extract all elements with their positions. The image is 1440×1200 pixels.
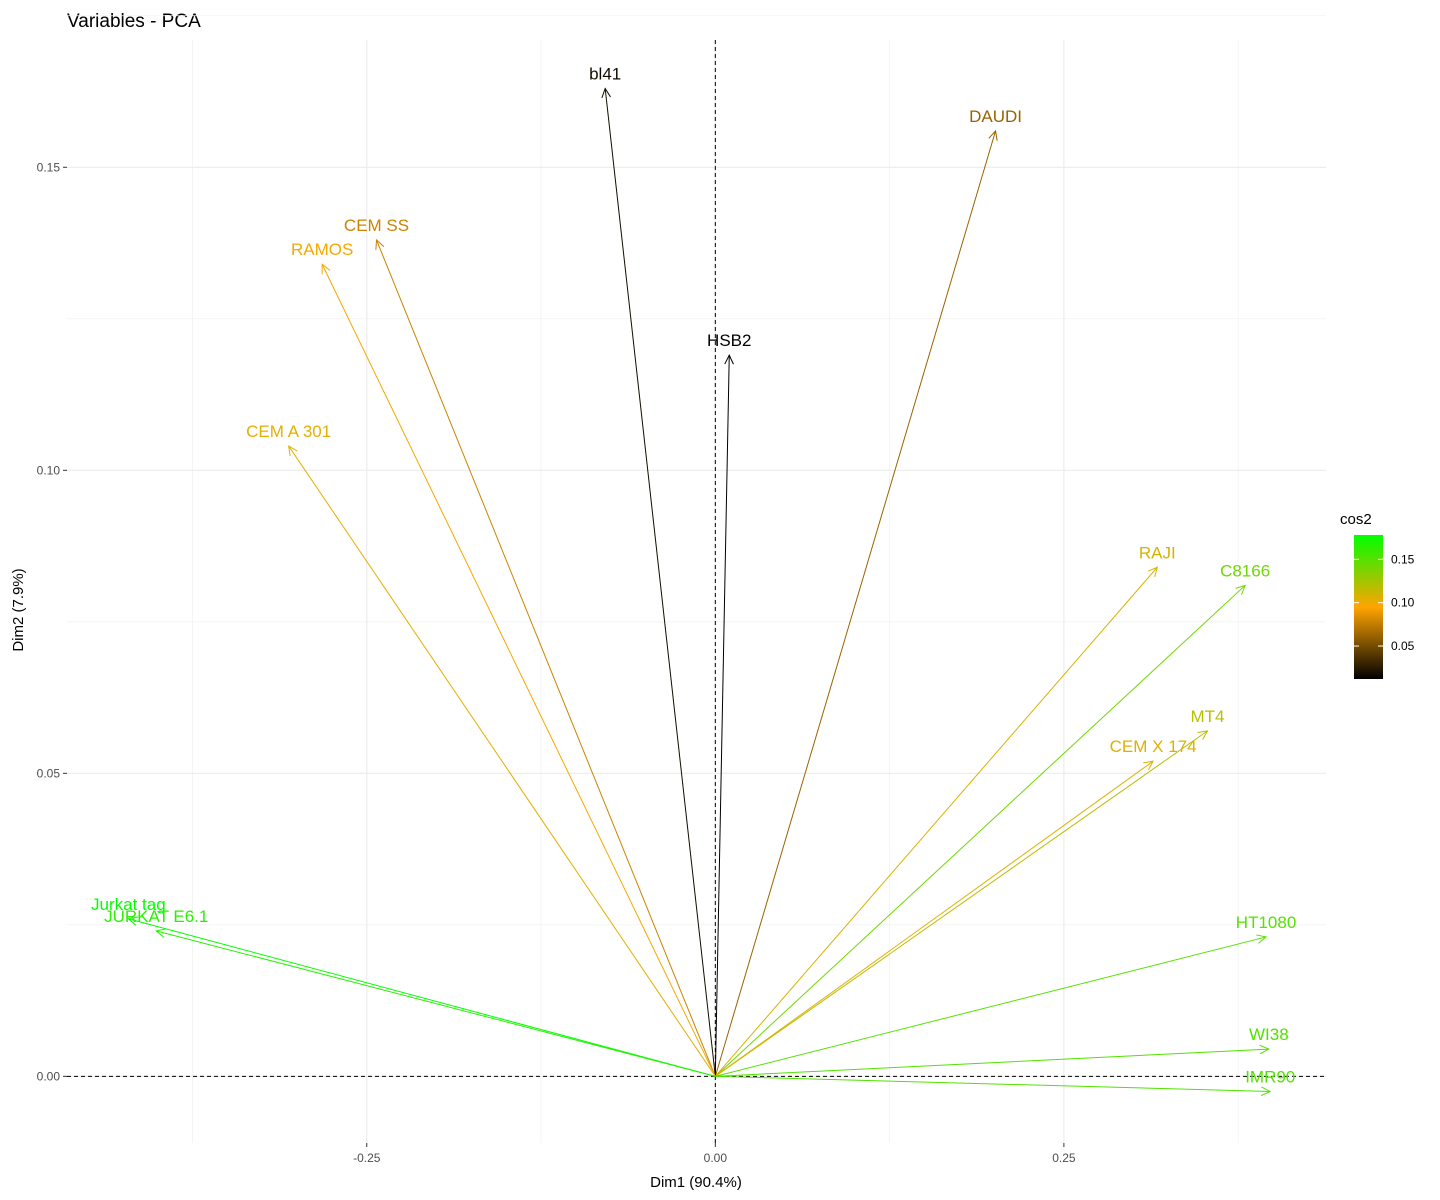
grid-minor <box>67 15 1326 1143</box>
arrowhead-jurkat-e6-1 <box>155 928 167 938</box>
arrowhead-mt4 <box>1197 730 1209 740</box>
label-imr90: IMR90 <box>1245 1067 1295 1086</box>
arrow-wi38 <box>715 1048 1269 1077</box>
x-tick-label: 0.25 <box>1052 1151 1076 1165</box>
arrowhead-ht1080 <box>1256 934 1268 944</box>
label-jurkat-tag: Jurkat tag <box>91 895 166 914</box>
label-hsb2: HSB2 <box>707 331 751 350</box>
label-ht1080: HT1080 <box>1236 913 1296 932</box>
arrowhead-cem-a-301 <box>288 445 298 457</box>
arrowhead-wi38 <box>1259 1044 1270 1055</box>
reference-lines <box>67 40 1326 1143</box>
arrowhead-cem-x-174 <box>1143 760 1155 771</box>
arrow-cem-ss <box>376 239 716 1077</box>
legend-ticks: 0.05 0.10 0.15 <box>1354 552 1415 653</box>
y-axis-title: Dim2 (7.9%) <box>10 568 27 651</box>
legend-colorbar <box>1354 535 1383 679</box>
chart-title: Variables - PCA <box>67 11 201 32</box>
arrowhead-jurkat-tag <box>127 916 139 926</box>
label-mt4: MT4 <box>1190 707 1224 726</box>
arrow-daudi <box>714 130 997 1077</box>
label-cem-a-301: CEM A 301 <box>246 422 331 441</box>
y-tick-label: 0.10 <box>37 463 61 477</box>
arrow-raji <box>714 566 1158 1077</box>
arrowhead-c8166 <box>1235 584 1246 595</box>
legend-tick-label: 0.15 <box>1391 552 1415 566</box>
label-wi38: WI38 <box>1249 1025 1289 1044</box>
arrow-imr90 <box>715 1075 1271 1092</box>
arrowhead-cem-ss <box>375 238 385 251</box>
arrow-mt4 <box>715 730 1208 1077</box>
x-tick-label: 0.00 <box>704 1151 728 1165</box>
variable-arrows <box>127 87 1272 1097</box>
variable-labels: bl41 DAUDI CEM SS RAMOS HSB2 CEM A 301 RAJI C81… <box>91 64 1296 1086</box>
arrowhead-bl41 <box>601 87 611 99</box>
label-jurkat-e6-1: JURKAT E6.1 <box>104 907 208 926</box>
legend-tick-label: 0.05 <box>1391 639 1415 653</box>
legend-title: cos2 <box>1340 511 1372 528</box>
y-tick-label: 0.15 <box>37 160 61 174</box>
arrow-cem-a-301 <box>288 445 716 1077</box>
y-tick-label: 0.05 <box>37 766 61 780</box>
arrow-c8166 <box>714 585 1246 1077</box>
x-axis-title: Dim1 (90.4%) <box>650 1174 742 1191</box>
arrowhead-hsb2 <box>724 353 734 365</box>
arrowhead-raji <box>1147 566 1159 578</box>
grid-major <box>67 40 1326 1143</box>
arrow-jurkat-e6-1 <box>156 930 716 1077</box>
arrowhead-imr90 <box>1260 1086 1272 1097</box>
cos2-legend: cos2 0.05 0.10 0.15 <box>1340 511 1415 679</box>
legend-tick-label: 0.10 <box>1391 596 1415 610</box>
arrow-bl41 <box>604 88 716 1077</box>
label-cem-ss: CEM SS <box>344 216 409 235</box>
label-daudi: DAUDI <box>969 107 1022 126</box>
label-bl41: bl41 <box>589 64 621 83</box>
arrow-cem-x-174 <box>715 760 1154 1077</box>
y-axis-ticks: 0.00 0.05 0.10 0.15 <box>37 160 67 1083</box>
arrowhead-ramos <box>321 263 331 275</box>
arrow-jurkat-tag <box>128 918 716 1077</box>
label-cem-x-174: CEM X 174 <box>1110 737 1197 756</box>
label-c8166: C8166 <box>1220 561 1270 580</box>
arrow-ht1080 <box>715 936 1267 1077</box>
x-axis-ticks: -0.25 0.00 0.25 <box>353 1143 1076 1165</box>
label-ramos: RAMOS <box>291 240 353 259</box>
arrow-hsb2 <box>714 355 730 1077</box>
arrowhead-daudi <box>988 129 998 141</box>
y-tick-label: 0.00 <box>37 1069 61 1083</box>
x-tick-label: -0.25 <box>353 1151 381 1165</box>
label-raji: RAJI <box>1139 543 1176 562</box>
arrow-ramos <box>321 264 716 1077</box>
